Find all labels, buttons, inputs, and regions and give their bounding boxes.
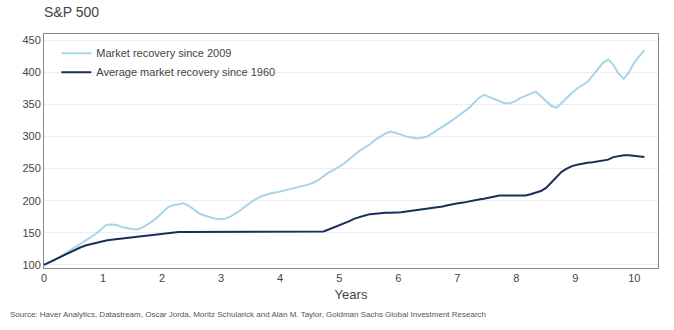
svg-text:3: 3 (218, 272, 224, 284)
svg-text:Years: Years (335, 287, 368, 302)
svg-text:2: 2 (159, 272, 165, 284)
svg-text:7: 7 (454, 272, 460, 284)
svg-text:0: 0 (41, 272, 47, 284)
svg-text:300: 300 (22, 130, 40, 142)
svg-text:9: 9 (572, 272, 578, 284)
svg-text:8: 8 (513, 272, 519, 284)
svg-text:Market recovery since 2009: Market recovery since 2009 (96, 47, 231, 59)
svg-text:Source: Haver Analytics, Datas: Source: Haver Analytics, Datastream, Osc… (10, 310, 486, 319)
svg-text:10: 10 (628, 272, 640, 284)
svg-text:100: 100 (22, 259, 40, 271)
svg-text:1: 1 (100, 272, 106, 284)
svg-text:200: 200 (22, 195, 40, 207)
svg-text:150: 150 (22, 227, 40, 239)
svg-text:6: 6 (395, 272, 401, 284)
svg-text:450: 450 (22, 34, 40, 46)
svg-text:5: 5 (336, 272, 342, 284)
svg-text:S&P 500: S&P 500 (44, 4, 99, 20)
svg-text:350: 350 (22, 98, 40, 110)
svg-text:400: 400 (22, 66, 40, 78)
svg-text:4: 4 (277, 272, 283, 284)
svg-text:250: 250 (22, 162, 40, 174)
svg-text:Average market recovery since: Average market recovery since 1960 (96, 66, 275, 78)
